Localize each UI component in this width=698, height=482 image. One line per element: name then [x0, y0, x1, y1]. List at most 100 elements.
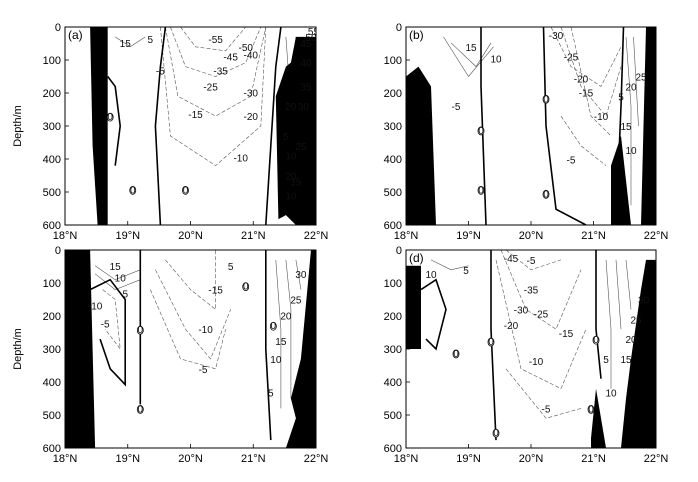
- y-tick-label: 600: [384, 443, 402, 455]
- contour-line-positive: [633, 36, 639, 127]
- contour-label: 20: [625, 82, 637, 93]
- panel-label: (d): [409, 251, 424, 265]
- contour-label-zero-marker: [587, 404, 595, 414]
- contour-label: 30: [295, 270, 307, 281]
- y-tick-label: 600: [43, 443, 61, 455]
- contour-label: 0: [183, 185, 189, 196]
- contour-line-positive: [285, 259, 292, 399]
- contour-label: 0: [107, 112, 113, 123]
- panel-c: 15105-10-5000-15-10-50510152025305(c)010…: [12, 245, 328, 465]
- y-axis-label: Depth/m: [12, 105, 24, 147]
- contour-label: 15: [620, 122, 632, 133]
- panel-d: 10 5-45-35-30 -25-20-15-10-500000510152025…: [384, 245, 669, 465]
- contour-line-positive: [295, 259, 302, 290]
- contour-label: -25: [534, 309, 549, 320]
- x-tick-label: 20°N: [178, 453, 203, 465]
- contour-label: 15: [620, 355, 632, 366]
- contour-label: 0: [543, 189, 549, 200]
- contour-label: -15: [188, 110, 203, 121]
- contour-label: 5: [268, 389, 274, 400]
- x-tick-label: 19°N: [115, 230, 140, 242]
- contour-label: -25: [203, 82, 218, 93]
- contour-line-negative: [165, 250, 216, 311]
- contour-label: 10: [425, 270, 437, 281]
- y-tick-label: 100: [384, 55, 402, 67]
- y-tick-label: 200: [384, 311, 402, 323]
- topography-mask: [65, 250, 96, 448]
- contour-label-zero-marker: [592, 335, 600, 345]
- contour-line-positive: [450, 42, 492, 68]
- contour-label-zero-marker: [542, 189, 550, 199]
- x-tick-label: 19°N: [456, 453, 481, 465]
- contour-label: -35: [213, 67, 228, 78]
- contour-label: -40: [244, 51, 259, 62]
- contour-label: 5: [148, 35, 154, 46]
- contour-line-zero: [420, 278, 447, 351]
- contour-line-negative: [160, 27, 267, 166]
- contour-line-zero: [154, 27, 167, 225]
- x-tick-label: 21°N: [241, 453, 266, 465]
- y-tick-label: 200: [384, 88, 402, 100]
- contour-label: -15: [559, 329, 574, 340]
- contour-label: 25: [290, 296, 302, 307]
- contour-line-zero: [265, 27, 282, 225]
- contour-label: 10: [285, 152, 297, 163]
- contour-line-negative: [150, 289, 226, 370]
- contour-label-zero-marker: [129, 185, 137, 195]
- contour-line-positive: [605, 259, 612, 389]
- topography-mask: [406, 265, 421, 349]
- contour-label-zero-marker: [542, 94, 550, 104]
- y-tick-label: 0: [396, 22, 402, 34]
- contour-label: 35: [300, 82, 312, 93]
- topography-mask: [611, 135, 631, 225]
- contour-label: -50: [238, 43, 253, 54]
- contour-label: -30: [549, 31, 564, 42]
- contour-line-zero: [595, 250, 602, 379]
- contour-line-zero: [89, 278, 126, 387]
- contour-label-zero-marker: [269, 321, 277, 331]
- contour-label: -45: [223, 53, 238, 64]
- contour-line-zero: [490, 250, 497, 441]
- contour-label: 15: [275, 337, 287, 348]
- y-tick-label: 200: [43, 311, 61, 323]
- contour-label: -10: [88, 301, 103, 312]
- contour-label: 25: [635, 73, 647, 84]
- topography-mask: [285, 250, 316, 448]
- x-tick-label: 22°N: [644, 230, 669, 242]
- contour-label: 0: [478, 185, 484, 196]
- x-tick-label: 22°N: [644, 453, 669, 465]
- contour-line-zero: [265, 250, 272, 441]
- contour-label-zero-marker: [182, 185, 189, 195]
- contour-line-negative: [500, 250, 582, 330]
- contour-line-negative: [550, 27, 622, 87]
- contour-label: 0: [588, 404, 594, 415]
- contour-line-positive: [625, 259, 632, 310]
- y-tick-label: 100: [43, 55, 61, 67]
- contour-label: 0: [593, 335, 599, 346]
- contour-label-zero-marker: [242, 282, 250, 292]
- contour-line-negative: [505, 250, 562, 271]
- contour-label-zero-marker: [136, 404, 144, 414]
- y-tick-label: 500: [43, 187, 61, 199]
- contour-label: 5: [122, 290, 128, 301]
- contour-label: 15: [290, 177, 302, 188]
- contour-line-positive: [625, 36, 632, 206]
- contour-label: -15: [579, 88, 594, 99]
- contour-label: 0: [478, 126, 484, 137]
- contour-line-positive: [275, 259, 282, 409]
- contour-label: 15: [110, 262, 122, 273]
- contour-label: 25: [295, 142, 307, 153]
- contour-label: -20: [504, 321, 519, 332]
- contour-label: 25: [630, 315, 642, 326]
- y-axis-label: Depth/m: [12, 328, 24, 370]
- plot-area: 10 5-45-35-30 -25-20-15-10-500000510152025…: [406, 250, 656, 448]
- x-tick-label: 20°N: [519, 230, 544, 242]
- contour-label: 20: [285, 102, 297, 113]
- contour-label: 50: [305, 33, 317, 44]
- x-tick-label: 21°N: [241, 230, 266, 242]
- y-tick-label: 0: [396, 245, 402, 257]
- topography-mask: [641, 27, 656, 225]
- contour-line-negative: [495, 259, 587, 390]
